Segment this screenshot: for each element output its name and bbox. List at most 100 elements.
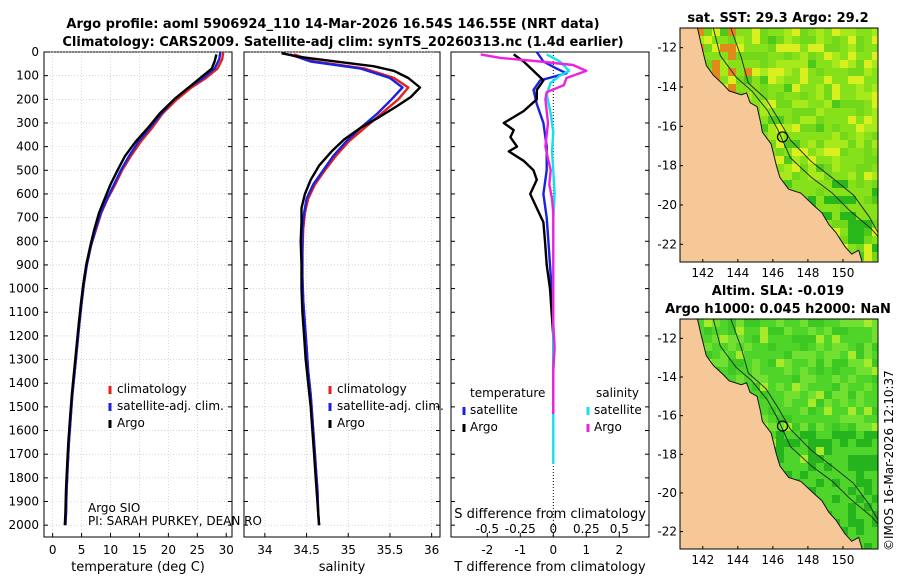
map-cell bbox=[832, 180, 840, 188]
map-cell bbox=[832, 60, 840, 68]
map-cell bbox=[752, 383, 760, 391]
map-cell bbox=[832, 196, 840, 204]
map-x-tick-label: 146 bbox=[761, 266, 784, 280]
map-cell bbox=[832, 431, 840, 439]
map-cell bbox=[800, 383, 808, 391]
map-cell bbox=[816, 423, 824, 431]
map-cell bbox=[760, 391, 768, 399]
map-cell bbox=[832, 148, 840, 156]
map-x-tick-label: 148 bbox=[796, 266, 819, 280]
map-cell bbox=[856, 236, 864, 244]
map-cell bbox=[736, 327, 744, 335]
map-cell bbox=[784, 367, 792, 375]
map-cell bbox=[864, 343, 872, 351]
map-cell bbox=[760, 60, 768, 68]
x-tick-label: 1 bbox=[582, 543, 590, 557]
map-x-tick-label: 148 bbox=[796, 553, 819, 567]
map-cell bbox=[816, 447, 824, 455]
map-cell bbox=[816, 84, 824, 92]
map-cell bbox=[872, 495, 878, 503]
map-cell bbox=[856, 244, 864, 252]
map-cell bbox=[848, 28, 856, 36]
map-cell bbox=[840, 148, 848, 156]
map-cell bbox=[832, 140, 840, 148]
sla-map: 142 144 146 148 150 -12 -14 -16 -18 -20 -22 Altim. … bbox=[657, 284, 890, 567]
map-cell bbox=[776, 455, 784, 463]
map-cell bbox=[816, 108, 824, 116]
map-cell bbox=[848, 359, 856, 367]
map-cell bbox=[720, 351, 728, 359]
imos-credit: ©IMOS 16-Mar-2026 12:10:37 bbox=[882, 370, 896, 551]
map-cell bbox=[784, 84, 792, 92]
map-cell bbox=[872, 188, 878, 196]
map-cell bbox=[848, 375, 856, 383]
x-tick-label: 20 bbox=[161, 543, 176, 557]
map-cell bbox=[792, 383, 800, 391]
map-cell bbox=[848, 319, 856, 327]
map-y-tick-label: -18 bbox=[657, 159, 677, 173]
map-cell bbox=[792, 164, 800, 172]
map-cell bbox=[776, 327, 784, 335]
map-cell bbox=[848, 140, 856, 148]
map-cell bbox=[776, 124, 784, 132]
map-cell bbox=[864, 228, 872, 236]
map-cell bbox=[808, 455, 816, 463]
map-cell bbox=[824, 100, 832, 108]
map-cell bbox=[848, 52, 856, 60]
map-cell bbox=[840, 399, 848, 407]
map-cell bbox=[864, 220, 872, 228]
map-cell bbox=[856, 319, 864, 327]
map-cell bbox=[864, 116, 872, 124]
series-salinity-argo bbox=[480, 53, 588, 414]
map-cell bbox=[832, 52, 840, 60]
series-argo bbox=[281, 52, 422, 526]
map-cell bbox=[776, 359, 784, 367]
map-cell bbox=[720, 60, 728, 68]
map-cell bbox=[736, 335, 744, 343]
map-cell bbox=[832, 359, 840, 367]
map-cell bbox=[776, 100, 784, 108]
map-cell bbox=[816, 188, 824, 196]
x-axis-label: T difference from climatology bbox=[453, 560, 646, 575]
legend-sal-satellite: satellite bbox=[594, 403, 642, 417]
x-tick-label: 34.5 bbox=[293, 543, 320, 557]
map-cell bbox=[872, 100, 878, 108]
map-cell bbox=[784, 36, 792, 44]
map-cell bbox=[856, 495, 864, 503]
legend-satellite-adj-clim: satellite-adj. clim. bbox=[117, 399, 224, 413]
map-cell bbox=[808, 172, 816, 180]
map-cell bbox=[800, 52, 808, 60]
map-cell bbox=[848, 196, 856, 204]
map-cell bbox=[776, 383, 784, 391]
map-cell bbox=[816, 335, 824, 343]
map-cell bbox=[808, 463, 816, 471]
map-cell bbox=[792, 375, 800, 383]
map-cell bbox=[832, 367, 840, 375]
map-cell bbox=[864, 172, 872, 180]
map-cell bbox=[792, 351, 800, 359]
map-y-tick-label: -16 bbox=[657, 409, 677, 423]
map-cell bbox=[848, 415, 856, 423]
series-argo bbox=[63, 54, 218, 526]
map-cell bbox=[824, 463, 832, 471]
map-cell bbox=[784, 327, 792, 335]
map-cell bbox=[760, 76, 768, 84]
map-cell bbox=[784, 52, 792, 60]
map-cell bbox=[760, 52, 768, 60]
map-cell bbox=[848, 407, 856, 415]
map-cell bbox=[832, 132, 840, 140]
temperature-panel: 0100200300400500600700800900100011001200… bbox=[8, 45, 233, 575]
x-tick-label: 0 bbox=[49, 543, 57, 557]
map-x-tick-label: 142 bbox=[691, 553, 714, 567]
map-cell bbox=[792, 108, 800, 116]
map-cell bbox=[704, 28, 712, 36]
map-cell bbox=[784, 44, 792, 52]
map-cell bbox=[872, 28, 878, 36]
map-cell bbox=[736, 375, 744, 383]
y-tick-label: 1800 bbox=[8, 471, 39, 485]
legend-argo: Argo bbox=[117, 416, 145, 430]
map-frame bbox=[679, 318, 879, 550]
map-cell bbox=[760, 68, 768, 76]
map-cell bbox=[856, 44, 864, 52]
legend-argo: Argo bbox=[337, 416, 365, 430]
